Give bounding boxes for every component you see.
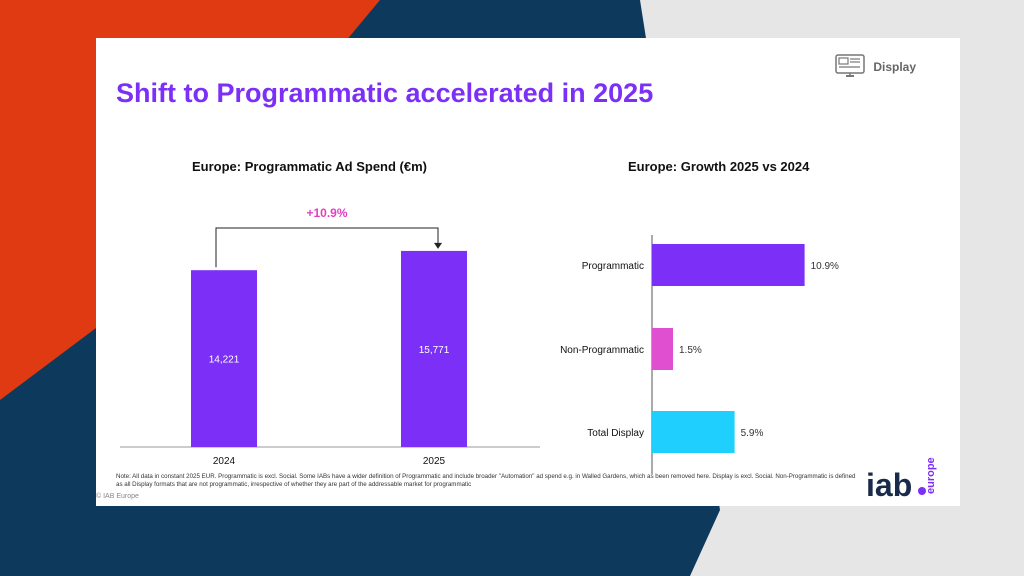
svg-text:europe: europe (925, 457, 937, 494)
display-badge: Display (835, 54, 916, 80)
bar-2024 (191, 270, 257, 447)
svg-text:iab: iab (866, 467, 912, 503)
growth-chart: Programmatic 10.9% Non-Programmatic 1.5% Tot… (560, 235, 839, 474)
display-badge-label: Display (873, 60, 916, 74)
display-monitor-icon (835, 54, 866, 77)
x-tick-label: 2025 (423, 456, 446, 467)
category-label: Programmatic (582, 261, 644, 272)
bar-value-label: 14,221 (209, 355, 240, 366)
bar-value-label: 1.5% (679, 345, 702, 356)
growth-label: +10.9% (306, 206, 347, 220)
page-title: Shift to Programmatic accelerated in 202… (116, 78, 654, 108)
programmatic-spend-chart: 14,221 2024 15,771 2025 +10.9% (120, 206, 540, 467)
bar-programmatic (652, 244, 805, 286)
bar-value-label: 5.9% (741, 428, 764, 439)
x-tick-label: 2024 (213, 456, 236, 467)
slide: Shift to Programmatic accelerated in 202… (96, 38, 960, 506)
category-label: Total Display (587, 428, 644, 439)
growth-arrow-head (434, 242, 442, 249)
category-label: Non-Programmatic (560, 345, 644, 356)
chart-title-growth: Europe: Growth 2025 vs 2024 (628, 159, 810, 174)
bar-non-programmatic (652, 328, 673, 370)
footnote: Note: All data in constant 2025 EUR. Pro… (116, 473, 856, 488)
iab-europe-logo: iab europe (866, 457, 937, 503)
chart-title-spend: Europe: Programmatic Ad Spend (€m) (192, 159, 427, 174)
bar-2025 (401, 250, 467, 447)
bar-value-label: 15,771 (419, 345, 450, 356)
bar-value-label: 10.9% (811, 261, 839, 272)
growth-arrow-line (215, 227, 439, 268)
copyright: © IAB Europe (96, 493, 139, 500)
bar-total-display (652, 411, 735, 453)
